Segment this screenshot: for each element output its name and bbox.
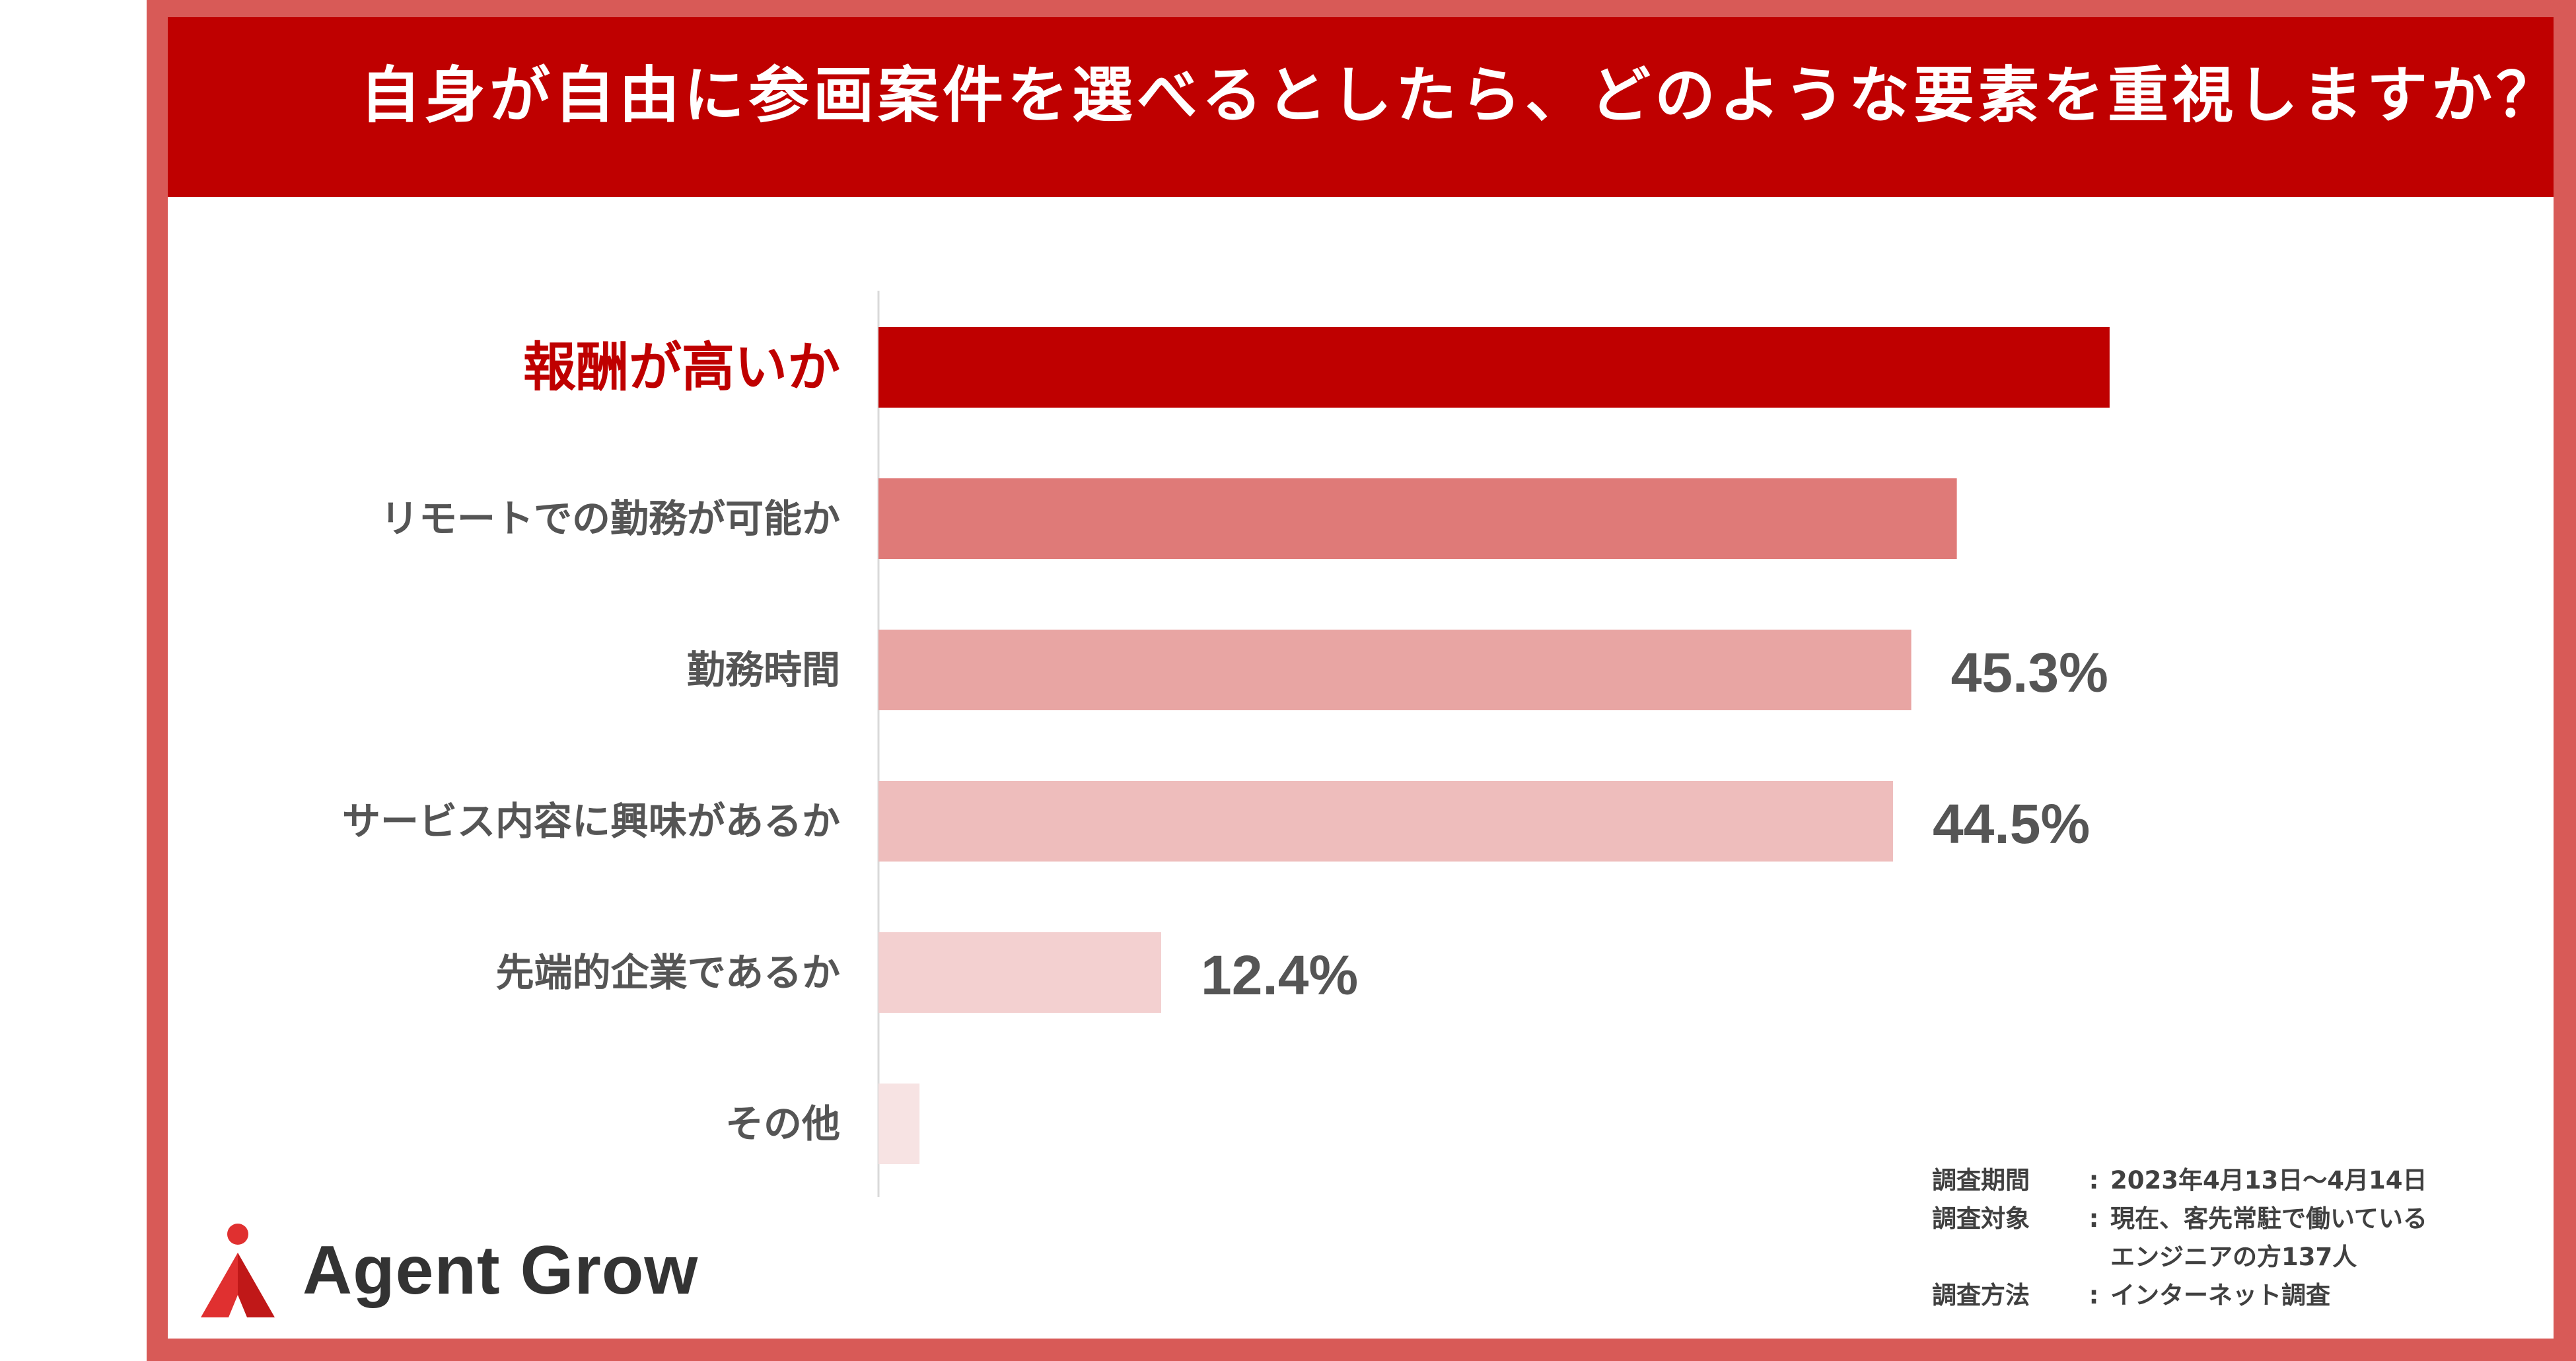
brand-logo: Agent Grow (198, 1221, 698, 1320)
value-label: 45.3% (1951, 642, 2108, 704)
bar (878, 932, 1161, 1013)
value-labels-group: 45.3% 44.5% 12.4% (1201, 642, 2108, 1006)
category-label: リモートでの勤務が可能か (380, 496, 840, 541)
category-label: サービス内容に興味があるか (342, 799, 840, 844)
survey-info: 調査期間 : 2023年4月13日〜4月14日 調査対象 : 現在、客先常駐で働… (1932, 1161, 2427, 1315)
value-label: 44.5% (1933, 793, 2090, 855)
category-label: 先端的企業であるか (496, 950, 840, 995)
survey-period-key: 調査期間 (1932, 1166, 2030, 1195)
survey-method-key: 調査方法 (1932, 1281, 2030, 1309)
category-label: 報酬が高いか (523, 337, 840, 398)
survey-target-row: 調査対象 : 現在、客先常駐で働いている (1932, 1200, 2427, 1238)
category-labels-group: 報酬が高いかリモートでの勤務が可能か勤務時間サービス内容に興味があるか先端的企業… (342, 337, 840, 1147)
bar (878, 1084, 920, 1164)
survey-target-value-line1: 現在、客先常駐で働いている (2110, 1204, 2427, 1233)
survey-target-value-line2: エンジニアの方137人 (2110, 1243, 2357, 1271)
separator: : (2089, 1281, 2099, 1309)
bar (878, 630, 1912, 710)
survey-method-row: 調査方法 : インターネット調査 (1932, 1276, 2427, 1315)
bar (878, 478, 1957, 559)
value-label: 12.4% (1201, 944, 1358, 1006)
survey-method-value: インターネット調査 (2110, 1281, 2330, 1309)
separator: : (2089, 1204, 2099, 1233)
bars-group (878, 327, 2110, 1164)
bar (878, 327, 2110, 408)
agent-grow-logo-icon (201, 1224, 275, 1317)
category-label: その他 (725, 1101, 840, 1146)
survey-period-row: 調査期間 : 2023年4月13日〜4月14日 (1932, 1161, 2427, 1200)
page-title: 自身が自由に参画案件を選べるとしたら、どのような要素を重視しますか？ (360, 60, 2561, 131)
survey-period-value: 2023年4月13日〜4月14日 (2110, 1166, 2427, 1195)
separator: : (2089, 1166, 2099, 1195)
category-label: 勤務時間 (687, 647, 840, 692)
bar (878, 781, 1893, 862)
survey-target-key: 調査対象 (1932, 1204, 2030, 1233)
title-banner (168, 17, 2554, 197)
brand-name: Agent Grow (303, 1232, 699, 1309)
